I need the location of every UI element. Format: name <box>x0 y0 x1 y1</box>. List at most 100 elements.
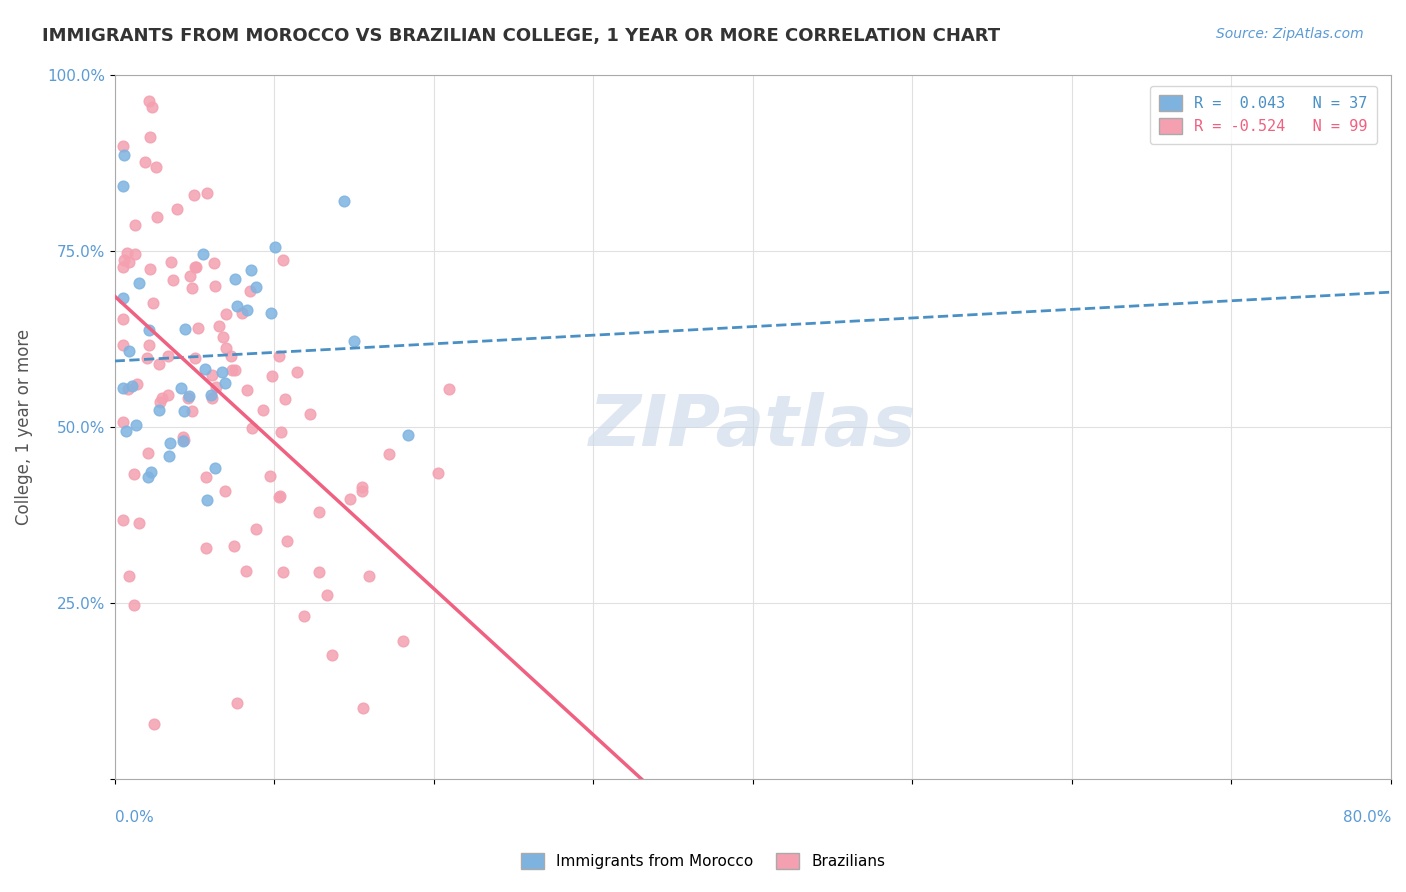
Point <box>200 387 222 401</box>
Point <box>146 210 169 224</box>
Point <box>159 436 181 450</box>
Point <box>208 319 231 334</box>
Point <box>111 415 134 429</box>
Point <box>201 368 224 382</box>
Point <box>124 219 146 233</box>
Point <box>156 349 179 363</box>
Legend: Immigrants from Morocco, Brazilians: Immigrants from Morocco, Brazilians <box>515 847 891 875</box>
Point <box>184 351 207 366</box>
Point <box>172 434 194 449</box>
Point <box>111 139 134 153</box>
Point <box>112 148 135 162</box>
Point <box>111 312 134 326</box>
Point <box>180 281 202 295</box>
Point <box>195 186 218 200</box>
Point <box>219 349 242 363</box>
Point <box>111 260 134 274</box>
Point <box>343 334 366 348</box>
Point <box>181 404 204 418</box>
Point <box>156 388 179 402</box>
Point <box>117 246 139 260</box>
Point <box>111 179 134 194</box>
Point <box>115 424 138 438</box>
Point <box>157 449 180 463</box>
Text: IMMIGRANTS FROM MOROCCO VS BRAZILIAN COLLEGE, 1 YEAR OR MORE CORRELATION CHART: IMMIGRANTS FROM MOROCCO VS BRAZILIAN COL… <box>42 27 1000 45</box>
Point <box>184 260 207 275</box>
Legend: R =  0.043   N = 37, R = -0.524   N = 99: R = 0.043 N = 37, R = -0.524 N = 99 <box>1150 86 1376 144</box>
Point <box>136 446 159 460</box>
Point <box>308 566 330 580</box>
Point <box>231 306 253 320</box>
Point <box>271 252 294 267</box>
Point <box>298 407 321 421</box>
Point <box>352 483 374 498</box>
Point <box>269 490 291 504</box>
Point <box>124 247 146 261</box>
Point <box>162 273 184 287</box>
Point <box>177 392 200 406</box>
Point <box>125 417 148 432</box>
Point <box>267 349 290 363</box>
Point <box>179 268 201 283</box>
Point <box>138 323 160 337</box>
Point <box>170 381 193 395</box>
Point <box>202 255 225 269</box>
Point <box>378 447 401 461</box>
Point <box>240 421 263 435</box>
Point <box>292 608 315 623</box>
Point <box>117 254 139 268</box>
Point <box>260 369 283 384</box>
Point <box>204 278 226 293</box>
Point <box>149 395 172 409</box>
Point <box>204 461 226 475</box>
Point <box>396 428 419 442</box>
Point <box>224 539 246 553</box>
Point <box>187 321 209 335</box>
Point <box>260 306 283 320</box>
Point <box>124 599 146 613</box>
Point <box>339 491 361 506</box>
Point <box>141 465 163 479</box>
Point <box>125 376 148 391</box>
Point <box>186 260 208 274</box>
Point <box>276 533 298 548</box>
Point <box>128 516 150 531</box>
Point <box>236 303 259 318</box>
Point <box>285 365 308 379</box>
Point <box>191 246 214 260</box>
Point <box>194 470 217 484</box>
Point <box>274 392 297 406</box>
Point <box>183 188 205 202</box>
Point <box>215 307 238 321</box>
Point <box>269 491 291 505</box>
Point <box>194 361 217 376</box>
Point <box>148 357 170 371</box>
Point <box>117 383 139 397</box>
Point <box>111 381 134 395</box>
Point <box>143 716 166 731</box>
Point <box>128 276 150 290</box>
Point <box>252 402 274 417</box>
Point <box>118 569 141 583</box>
Point <box>205 380 228 394</box>
Point <box>235 564 257 578</box>
Point <box>271 565 294 579</box>
Point <box>392 633 415 648</box>
Point <box>111 513 134 527</box>
Point <box>215 341 238 355</box>
Point <box>211 330 233 344</box>
Point <box>141 100 163 114</box>
Point <box>118 344 141 359</box>
Point <box>245 280 267 294</box>
Point <box>174 322 197 336</box>
Point <box>145 160 167 174</box>
Point <box>201 391 224 405</box>
Point <box>136 470 159 484</box>
Point <box>352 480 374 494</box>
Point <box>112 292 135 306</box>
Point <box>224 362 246 376</box>
Text: ZIPatlas: ZIPatlas <box>589 392 917 461</box>
Point <box>121 379 143 393</box>
Point <box>211 365 233 379</box>
Point <box>315 588 337 602</box>
